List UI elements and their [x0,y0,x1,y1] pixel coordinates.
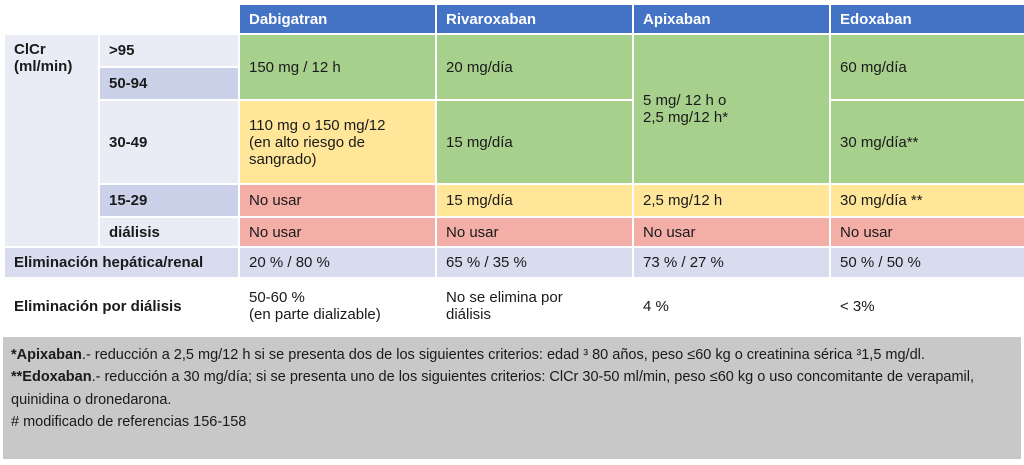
elimination-dialysis-edoxaban: < 3% [829,277,1024,335]
footnote-edoxaban-lead: **Edoxaban [11,369,92,386]
dose-edoxaban-gt95-50-94: 60 mg/día [829,33,1024,101]
footnote-apixaban-lead: *Apixaban [11,347,82,363]
col-header-edoxaban: Edoxaban [829,3,1024,35]
footnote-edoxaban-body: .- reducción a 30 mg/día; si se presenta… [11,369,975,408]
footnote-edoxaban: **Edoxaban.- reducción a 30 mg/día; si s… [11,366,1013,411]
row-clcr-30-49: 30-49 110 mg o 150 mg/12 (en alto riesgo… [4,99,1024,185]
footnote-apixaban-body: .- reducción a 2,5 mg/12 h si se present… [81,347,925,363]
dose-rivaroxaban-15-29: 15 mg/día [435,183,634,218]
header-row: Dabigatran Rivaroxaban Apixaban Edoxaban [3,3,1024,35]
row-elimination-hepatic-renal: Eliminación hepática/renal 20 % / 80 % 6… [3,246,1024,279]
range-label-15-29: 15-29 [98,183,240,218]
elimination-dialysis-dabigatran: 50-60 % (en parte dializable) [238,277,437,335]
dose-dabigatran-15-29: No usar [238,183,437,218]
elimination-dialysis-label: Eliminación por diálisis [3,277,240,335]
row-elimination-dialysis: Eliminación por diálisis 50-60 % (en par… [3,277,1024,335]
col-header-apixaban: Apixaban [632,3,831,35]
elimination-dialysis-rivaroxaban: No se elimina por diálisis [435,277,634,335]
row-clcr-gt95: ClCr (ml/min) >95 150 mg / 12 h 20 mg/dí… [3,33,1024,248]
range-label-50-94: 50-94 [98,66,240,101]
dose-rivaroxaban-gt95-50-94: 20 mg/día [435,33,634,101]
dose-dabigatran-dialisis: No usar [238,216,437,248]
elimination-hepatic-renal-edoxaban: 50 % / 50 % [829,246,1024,279]
row-clcr-50-94: 50-94 [4,66,1024,101]
elimination-dialysis-apixaban: 4 % [632,277,831,335]
footnote-apixaban: *Apixaban.- reducción a 2,5 mg/12 h si s… [11,344,1013,366]
range-label-dialisis: diálisis [98,216,240,248]
elimination-hepatic-renal-apixaban: 73 % / 27 % [632,246,831,279]
dose-apixaban-gt95-to-30-49: 5 mg/ 12 h o 2,5 mg/12 h* [632,33,831,185]
dose-edoxaban-30-49: 30 mg/día** [829,99,1024,185]
anticoagulant-dosing-table: Dabigatran Rivaroxaban Apixaban Edoxaban… [3,3,1024,335]
elimination-hepatic-renal-rivaroxaban: 65 % / 35 % [435,246,634,279]
row-clcr-15-29: 15-29 No usar 15 mg/día 2,5 mg/12 h 30 m… [4,183,1024,218]
row-clcr-dialisis: diálisis No usar No usar No usar No usar [4,216,1024,248]
col-header-dabigatran: Dabigatran [238,3,437,35]
elimination-hepatic-renal-label: Eliminación hepática/renal [3,246,240,279]
col-header-rivaroxaban: Rivaroxaban [435,3,634,35]
dose-rivaroxaban-30-49: 15 mg/día [435,99,634,185]
dose-edoxaban-15-29: 30 mg/día ** [829,183,1024,218]
dose-dabigatran-30-49: 110 mg o 150 mg/12 (en alto riesgo de sa… [238,99,437,185]
dose-apixaban-15-29: 2,5 mg/12 h [632,183,831,218]
range-label-30-49: 30-49 [98,99,240,185]
elimination-hepatic-renal-dabigatran: 20 % / 80 % [238,246,437,279]
footnote-reference: # modificado de referencias 156-158 [11,414,247,431]
dose-apixaban-dialisis: No usar [632,216,831,248]
dose-rivaroxaban-dialisis: No usar [435,216,634,248]
row-group-label-clcr: ClCr (ml/min) [3,33,100,248]
corner-blank [3,3,240,35]
range-label-gt95: >95 [98,33,240,68]
dose-dabigatran-gt95-50-94: 150 mg / 12 h [238,33,437,101]
footnotes-panel: *Apixaban.- reducción a 2,5 mg/12 h si s… [3,337,1021,459]
dose-edoxaban-dialisis: No usar [829,216,1024,248]
